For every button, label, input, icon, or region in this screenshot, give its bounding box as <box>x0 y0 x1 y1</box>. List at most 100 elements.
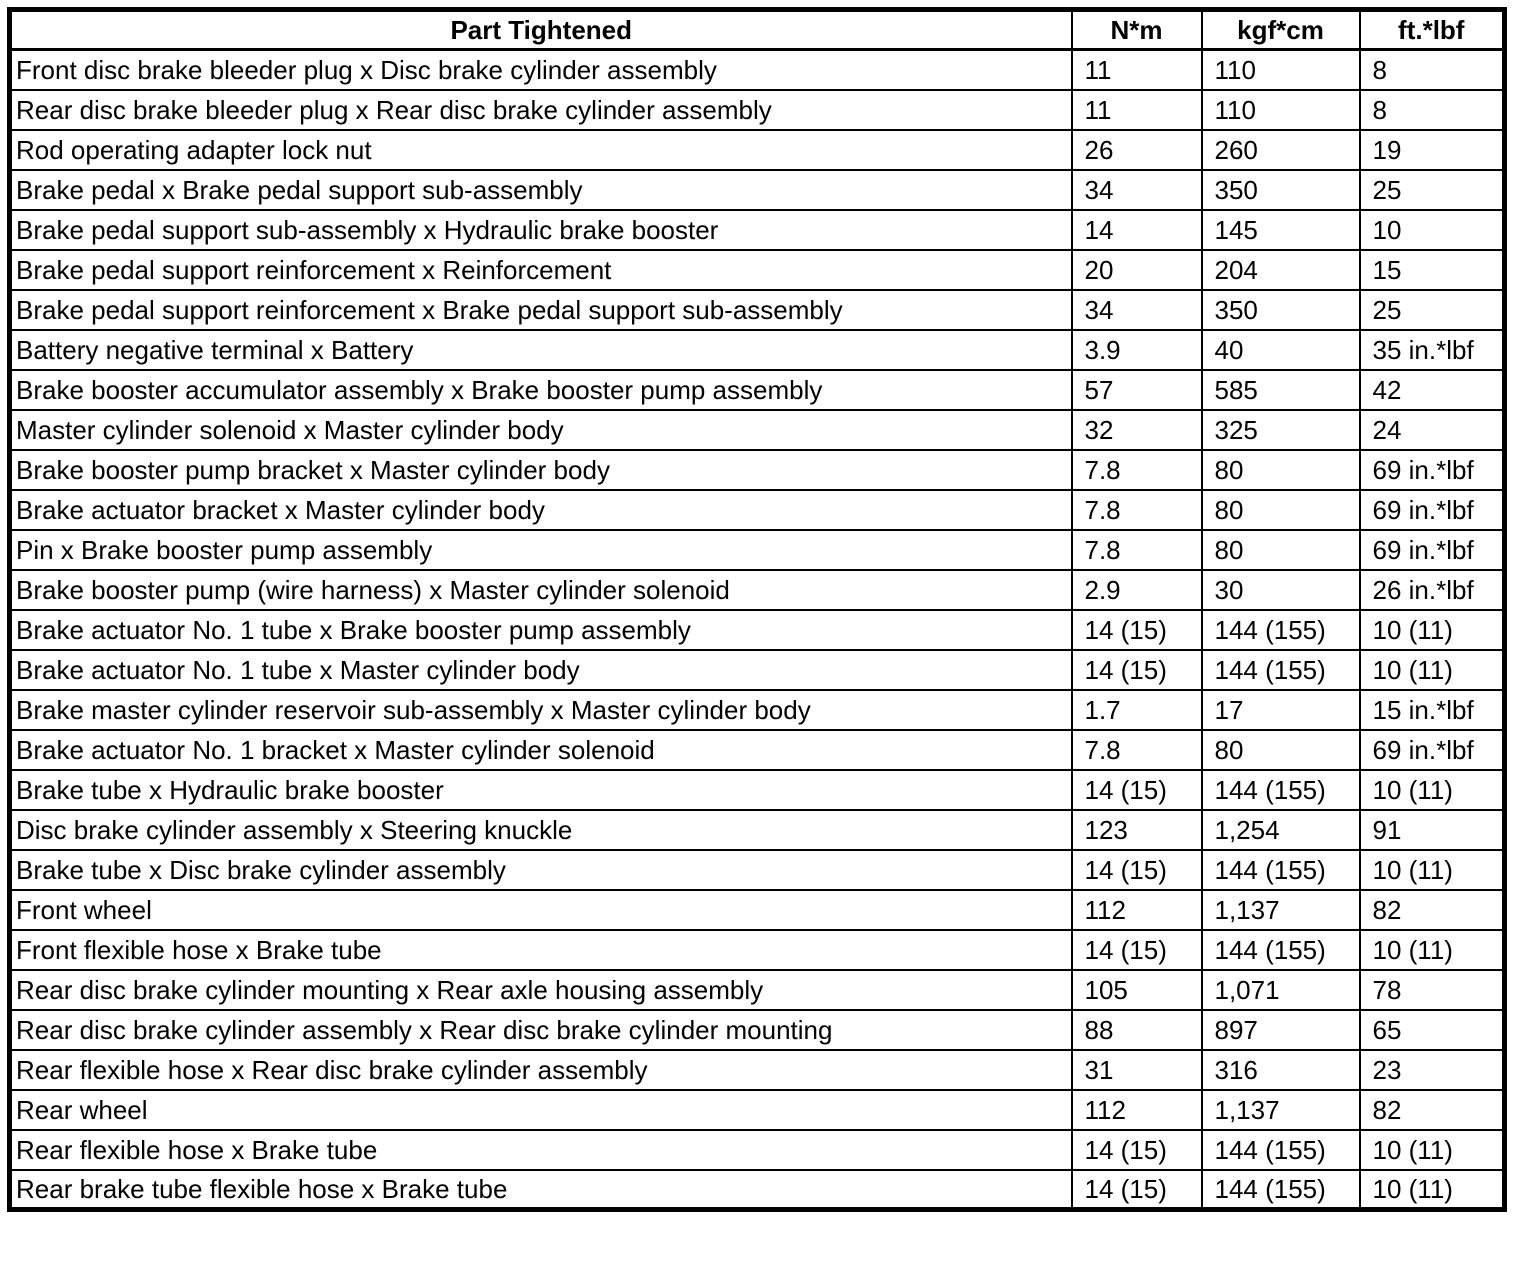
part-tightened-cell: Front wheel <box>8 888 1073 931</box>
kgfcm-value-cell: 30 <box>1200 568 1361 611</box>
table-row: Rear disc brake cylinder mounting x Rear… <box>8 968 1506 1011</box>
kgfcm-value-cell: 40 <box>1200 328 1361 371</box>
part-tightened-cell: Rear disc brake bleeder plug x Rear disc… <box>8 88 1073 131</box>
ftlbf-value-cell: 10 <box>1358 208 1506 251</box>
table-row: Brake pedal support reinforcement x Rein… <box>8 248 1506 291</box>
part-tightened-cell: Rod operating adapter lock nut <box>8 128 1073 171</box>
part-tightened-cell: Battery negative terminal x Battery <box>8 328 1073 371</box>
part-tightened-cell: Rear flexible hose x Rear disc brake cyl… <box>8 1048 1073 1091</box>
nm-value-cell: 1.7 <box>1070 688 1203 731</box>
nm-value-cell: 14 (15) <box>1070 768 1203 811</box>
ftlbf-value-cell: 26 in.*lbf <box>1358 568 1506 611</box>
part-tightened-cell: Rear wheel <box>8 1088 1073 1131</box>
table-row: Rear flexible hose x Rear disc brake cyl… <box>8 1048 1506 1091</box>
nm-value-cell: 14 (15) <box>1070 648 1203 691</box>
ftlbf-value-cell: 10 (11) <box>1358 648 1506 691</box>
nm-value-cell: 7.8 <box>1070 728 1203 771</box>
nm-value-cell: 14 (15) <box>1070 608 1203 651</box>
ftlbf-value-cell: 24 <box>1358 408 1506 451</box>
ftlbf-value-cell: 69 in.*lbf <box>1358 728 1506 771</box>
nm-value-cell: 14 (15) <box>1070 1128 1203 1171</box>
ftlbf-value-cell: 78 <box>1358 968 1506 1011</box>
part-tightened-cell: Brake tube x Hydraulic brake booster <box>8 768 1073 811</box>
header-ftlbf: ft.*lbf <box>1358 8 1506 51</box>
nm-value-cell: 31 <box>1070 1048 1203 1091</box>
header-nm: N*m <box>1070 8 1203 51</box>
kgfcm-value-cell: 144 (155) <box>1200 928 1361 971</box>
ftlbf-value-cell: 15 <box>1358 248 1506 291</box>
part-tightened-cell: Pin x Brake booster pump assembly <box>8 528 1073 571</box>
kgfcm-value-cell: 144 (155) <box>1200 1128 1361 1171</box>
kgfcm-value-cell: 260 <box>1200 128 1361 171</box>
nm-value-cell: 32 <box>1070 408 1203 451</box>
kgfcm-value-cell: 17 <box>1200 688 1361 731</box>
table-row: Front wheel 112 1,137 82 <box>8 888 1506 931</box>
ftlbf-value-cell: 8 <box>1358 48 1506 91</box>
ftlbf-value-cell: 25 <box>1358 288 1506 331</box>
kgfcm-value-cell: 325 <box>1200 408 1361 451</box>
nm-value-cell: 34 <box>1070 288 1203 331</box>
nm-value-cell: 2.9 <box>1070 568 1203 611</box>
part-tightened-cell: Brake actuator No. 1 tube x Brake booste… <box>8 608 1073 651</box>
kgfcm-value-cell: 1,071 <box>1200 968 1361 1011</box>
ftlbf-value-cell: 82 <box>1358 888 1506 931</box>
table-row: Disc brake cylinder assembly x Steering … <box>8 808 1506 851</box>
ftlbf-value-cell: 8 <box>1358 88 1506 131</box>
ftlbf-value-cell: 10 (11) <box>1358 848 1506 891</box>
part-tightened-cell: Brake pedal support reinforcement x Rein… <box>8 248 1073 291</box>
table-row: Brake actuator No. 1 tube x Master cylin… <box>8 648 1506 691</box>
part-tightened-cell: Rear disc brake cylinder mounting x Rear… <box>8 968 1073 1011</box>
table-row: Rear wheel 112 1,137 82 <box>8 1088 1506 1131</box>
kgfcm-value-cell: 110 <box>1200 88 1361 131</box>
nm-value-cell: 14 <box>1070 208 1203 251</box>
part-tightened-cell: Brake master cylinder reservoir sub-asse… <box>8 688 1073 731</box>
ftlbf-value-cell: 10 (11) <box>1358 768 1506 811</box>
kgfcm-value-cell: 1,137 <box>1200 1088 1361 1131</box>
kgfcm-value-cell: 585 <box>1200 368 1361 411</box>
ftlbf-value-cell: 15 in.*lbf <box>1358 688 1506 731</box>
part-tightened-cell: Brake booster accumulator assembly x Bra… <box>8 368 1073 411</box>
nm-value-cell: 34 <box>1070 168 1203 211</box>
table-body: Front disc brake bleeder plug x Disc bra… <box>8 48 1506 1211</box>
nm-value-cell: 11 <box>1070 88 1203 131</box>
nm-value-cell: 14 (15) <box>1070 848 1203 891</box>
ftlbf-value-cell: 23 <box>1358 1048 1506 1091</box>
part-tightened-cell: Rear brake tube flexible hose x Brake tu… <box>8 1168 1073 1211</box>
part-tightened-cell: Brake actuator No. 1 tube x Master cylin… <box>8 648 1073 691</box>
part-tightened-cell: Disc brake cylinder assembly x Steering … <box>8 808 1073 851</box>
ftlbf-value-cell: 25 <box>1358 168 1506 211</box>
nm-value-cell: 105 <box>1070 968 1203 1011</box>
part-tightened-cell: Brake booster pump (wire harness) x Mast… <box>8 568 1073 611</box>
table-row: Brake booster pump (wire harness) x Mast… <box>8 568 1506 611</box>
kgfcm-value-cell: 144 (155) <box>1200 648 1361 691</box>
kgfcm-value-cell: 80 <box>1200 728 1361 771</box>
nm-value-cell: 7.8 <box>1070 448 1203 491</box>
part-tightened-cell: Brake pedal x Brake pedal support sub-as… <box>8 168 1073 211</box>
ftlbf-value-cell: 91 <box>1358 808 1506 851</box>
ftlbf-value-cell: 10 (11) <box>1358 928 1506 971</box>
table-row: Brake pedal support sub-assembly x Hydra… <box>8 208 1506 251</box>
ftlbf-value-cell: 10 (11) <box>1358 1128 1506 1171</box>
nm-value-cell: 20 <box>1070 248 1203 291</box>
header-part-tightened: Part Tightened <box>8 8 1073 51</box>
table-row: Master cylinder solenoid x Master cylind… <box>8 408 1506 451</box>
table-row: Rod operating adapter lock nut 26 260 19 <box>8 128 1506 171</box>
header-kgfcm: kgf*cm <box>1200 8 1361 51</box>
table-row: Brake tube x Hydraulic brake booster 14 (… <box>8 768 1506 811</box>
part-tightened-cell: Brake booster pump bracket x Master cyli… <box>8 448 1073 491</box>
nm-value-cell: 26 <box>1070 128 1203 171</box>
part-tightened-cell: Master cylinder solenoid x Master cylind… <box>8 408 1073 451</box>
nm-value-cell: 7.8 <box>1070 528 1203 571</box>
table-row: Rear disc brake bleeder plug x Rear disc… <box>8 88 1506 131</box>
table-row: Brake master cylinder reservoir sub-asse… <box>8 688 1506 731</box>
kgfcm-value-cell: 145 <box>1200 208 1361 251</box>
kgfcm-value-cell: 80 <box>1200 528 1361 571</box>
table-row: Brake actuator No. 1 tube x Brake booste… <box>8 608 1506 651</box>
nm-value-cell: 3.9 <box>1070 328 1203 371</box>
table-row: Rear flexible hose x Brake tube 14 (15) 14… <box>8 1128 1506 1171</box>
table-row: Front disc brake bleeder plug x Disc bra… <box>8 48 1506 91</box>
kgfcm-value-cell: 316 <box>1200 1048 1361 1091</box>
part-tightened-cell: Brake pedal support sub-assembly x Hydra… <box>8 208 1073 251</box>
kgfcm-value-cell: 204 <box>1200 248 1361 291</box>
kgfcm-value-cell: 144 (155) <box>1200 768 1361 811</box>
